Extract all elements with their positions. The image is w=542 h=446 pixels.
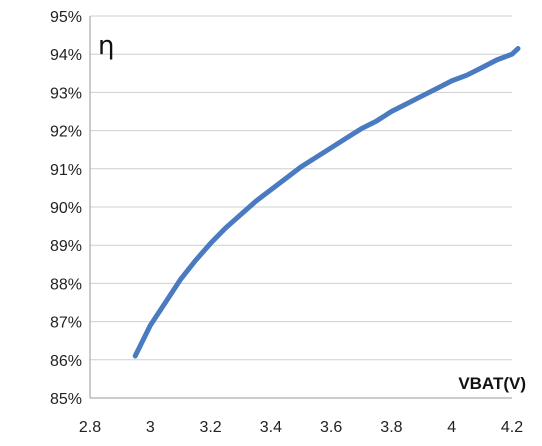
y-tick-label: 87% xyxy=(50,315,82,332)
x-tick-label: 3 xyxy=(146,419,155,436)
series-line xyxy=(132,46,521,359)
y-tick-label: 94% xyxy=(50,47,82,64)
y-tick-label: 85% xyxy=(50,391,82,408)
x-tick-label: 3.8 xyxy=(380,419,402,436)
y-tick-label: 93% xyxy=(50,85,82,102)
x-axis-label: VBAT(V) xyxy=(458,374,526,393)
series-group xyxy=(132,46,521,359)
y-tick-label: 95% xyxy=(50,9,82,26)
x-tick-label: 3.6 xyxy=(320,419,342,436)
x-tick-label: 2.8 xyxy=(79,419,101,436)
y-tick-label: 88% xyxy=(50,276,82,293)
x-tick-label: 4 xyxy=(447,419,456,436)
x-tick-label: 3.2 xyxy=(199,419,221,436)
x-axis-ticks: 2.8 3 3.2 3.4 3.6 3.8 4 4.2 xyxy=(79,419,523,436)
y-axis-label: η xyxy=(98,31,114,61)
y-tick-label: 89% xyxy=(50,238,82,255)
y-tick-label: 92% xyxy=(50,124,82,141)
y-tick-label: 90% xyxy=(50,200,82,217)
x-tick-label: 4.2 xyxy=(501,419,523,436)
axes xyxy=(89,16,512,399)
y-tick-label: 91% xyxy=(50,162,82,179)
grid xyxy=(90,15,512,399)
y-tick-label: 86% xyxy=(50,353,82,370)
y-axis-ticks: 85% 86% 87% 88% 89% 90% 91% 92% 93% 94% 95% xyxy=(50,9,82,408)
x-tick-label: 3.4 xyxy=(260,419,282,436)
